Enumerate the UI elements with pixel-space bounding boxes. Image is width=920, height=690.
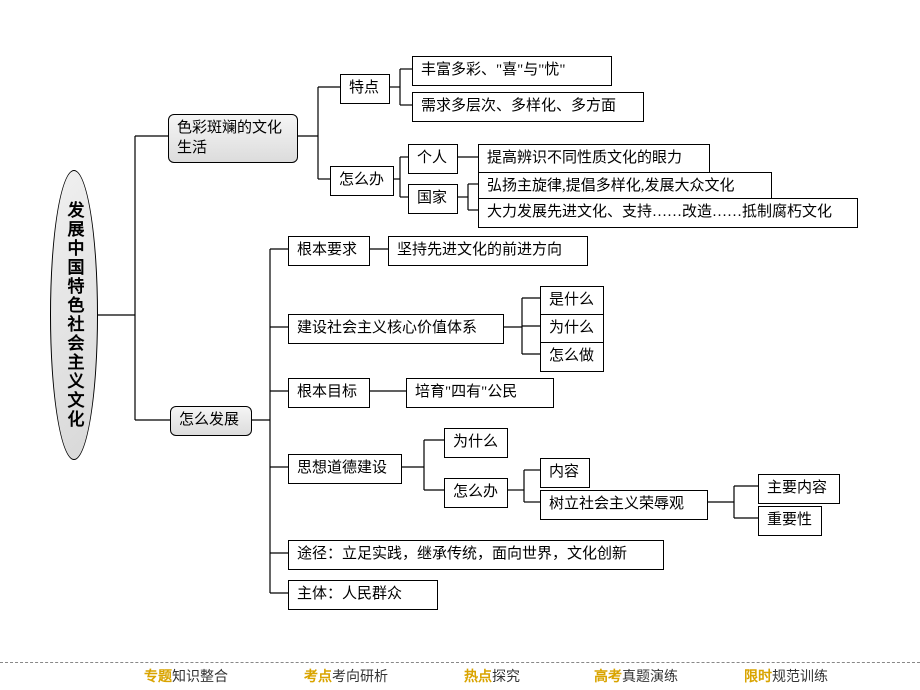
footer-item[interactable]: 限时规范训练 [740, 666, 832, 686]
footer-nav: 专题知识整合 考点考向研析 热点探究 高考真题演练 限时规范训练 [0, 662, 920, 690]
node-label: 树立社会主义荣辱观 [549, 495, 684, 515]
node-n22: 怎么办 [444, 478, 508, 508]
node-n12: 根本要求 [288, 236, 370, 266]
node-n26: 重要性 [758, 506, 822, 536]
node-label: 弘扬主旋律,提倡多样化,发展大众文化 [487, 177, 735, 197]
node-n18: 根本目标 [288, 378, 370, 408]
node-label: 途径：立足实践，继承传统，面向世界，文化创新 [297, 545, 627, 565]
node-n3: 特点 [340, 74, 390, 104]
node-label: 怎么发展 [179, 411, 239, 431]
node-label: 需求多层次、多样化、多方面 [421, 97, 616, 117]
node-n25: 主要内容 [758, 474, 840, 504]
node-n4: 怎么办 [330, 166, 394, 196]
node-n1: 色彩斑斓的文化生活 [168, 114, 298, 163]
node-label: 根本要求 [297, 241, 357, 261]
node-n28: 主体：人民群众 [288, 580, 438, 610]
node-label: 主体：人民群众 [297, 585, 402, 605]
node-n19: 培育"四有"公民 [406, 378, 554, 408]
node-label: 国家 [417, 189, 447, 209]
footer-item[interactable]: 热点探究 [460, 666, 524, 686]
node-label: 为什么 [453, 433, 498, 453]
node-n9: 提高辨识不同性质文化的眼力 [478, 144, 710, 174]
node-n13: 坚持先进文化的前进方向 [388, 236, 588, 266]
node-n5: 丰富多彩、"喜"与"忧" [412, 56, 612, 86]
node-label: 培育"四有"公民 [415, 383, 517, 403]
node-n23: 内容 [540, 458, 590, 488]
node-n11: 大力发展先进文化、支持……改造……抵制腐朽文化 [478, 198, 858, 228]
node-n8: 国家 [408, 184, 458, 214]
node-label: 主要内容 [767, 479, 827, 499]
node-label: 重要性 [767, 511, 812, 531]
node-label: 特点 [349, 79, 379, 99]
node-label: 怎么办 [453, 483, 498, 503]
node-n15: 是什么 [540, 286, 604, 316]
node-label: 大力发展先进文化、支持……改造……抵制腐朽文化 [487, 203, 832, 223]
footer-item[interactable]: 高考真题演练 [590, 666, 682, 686]
node-label: 色彩斑斓的文化生活 [177, 119, 289, 158]
footer-item[interactable]: 专题知识整合 [140, 666, 232, 686]
node-n27: 途径：立足实践，继承传统，面向世界，文化创新 [288, 540, 664, 570]
node-label: 是什么 [549, 291, 594, 311]
node-n14: 建设社会主义核心价值体系 [288, 314, 504, 344]
footer-item[interactable]: 考点考向研析 [300, 666, 392, 686]
root-node: 发展中国特色社会主义文化 [50, 170, 98, 460]
root-label: 发展中国特色社会主义文化 [62, 201, 87, 429]
node-label: 内容 [549, 463, 579, 483]
node-n24: 树立社会主义荣辱观 [540, 490, 708, 520]
node-label: 个人 [417, 149, 447, 169]
node-label: 坚持先进文化的前进方向 [397, 241, 562, 261]
node-n6: 需求多层次、多样化、多方面 [412, 92, 644, 122]
node-n16: 为什么 [540, 314, 604, 344]
node-n7: 个人 [408, 144, 458, 174]
node-label: 怎么办 [339, 171, 384, 191]
node-label: 丰富多彩、"喜"与"忧" [421, 61, 566, 81]
node-label: 提高辨识不同性质文化的眼力 [487, 149, 682, 169]
node-n20: 思想道德建设 [288, 454, 402, 484]
node-label: 根本目标 [297, 383, 357, 403]
node-label: 为什么 [549, 319, 594, 339]
node-label: 怎么做 [549, 347, 594, 367]
node-n21: 为什么 [444, 428, 508, 458]
node-label: 思想道德建设 [297, 459, 387, 479]
node-n17: 怎么做 [540, 342, 604, 372]
node-label: 建设社会主义核心价值体系 [297, 319, 477, 339]
node-n2: 怎么发展 [170, 406, 252, 436]
